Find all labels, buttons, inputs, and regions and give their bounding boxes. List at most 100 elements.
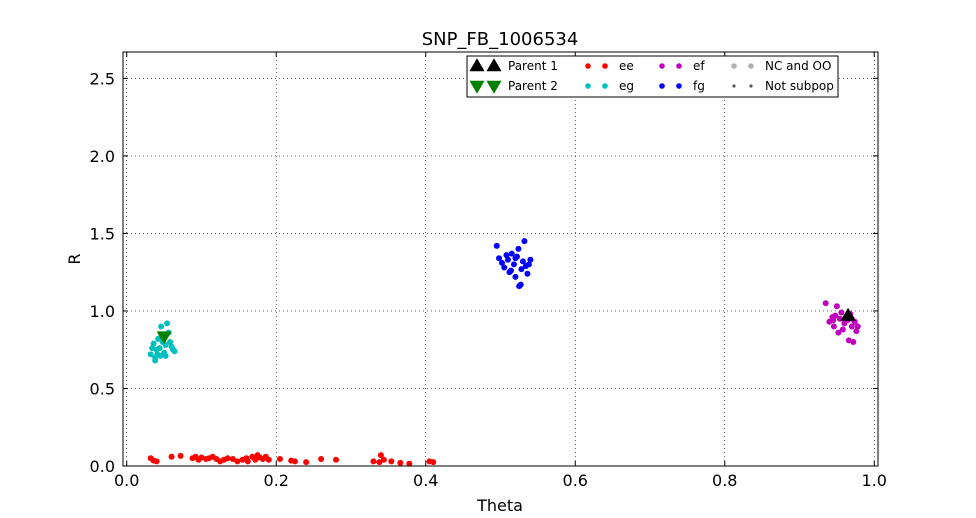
- legend-marker: [676, 63, 682, 69]
- axis-ticks: 0.0 0.2 0.4 0.6 0.8 1.0 0.0 0.5 1.0 1.5 2.0 2.5: [90, 52, 887, 490]
- legend-marker: [469, 58, 485, 72]
- data-point-ef: [838, 309, 845, 316]
- data-point-fg: [515, 245, 522, 252]
- data-point-fg: [512, 273, 519, 280]
- legend-box: [466, 55, 839, 98]
- data-point-ef: [830, 323, 837, 330]
- legend-marker: [748, 63, 754, 69]
- x-tick-label: 0.2: [264, 471, 289, 490]
- legend-label: fg: [693, 79, 705, 93]
- legend-marker: [659, 63, 665, 69]
- data-point-ee: [376, 459, 383, 466]
- data-point-fg: [493, 242, 500, 249]
- data-point-eg: [158, 323, 165, 330]
- legend-label: ee: [619, 59, 634, 73]
- data-points: [147, 238, 861, 467]
- data-point-ee: [177, 452, 184, 459]
- data-point-ee: [252, 456, 259, 463]
- data-point-ee: [380, 456, 387, 463]
- legend-marker: [602, 63, 608, 69]
- data-point-ef: [850, 338, 857, 345]
- data-point-fg: [498, 259, 505, 266]
- legend: Parent 1 ee ef NC and OO Parent 2 eg fg Not sub…: [466, 55, 839, 98]
- legend-label: NC and OO: [765, 59, 831, 73]
- data-point-ee: [291, 458, 298, 465]
- y-tick-label: 1.0: [90, 302, 115, 321]
- data-point-ee: [388, 458, 395, 465]
- data-point-ee: [377, 452, 384, 459]
- x-axis-label: Theta: [476, 496, 523, 515]
- data-point-ee: [318, 456, 325, 463]
- data-point-eg: [162, 352, 169, 359]
- legend-marker: [602, 83, 608, 89]
- y-axis-label: R: [65, 253, 84, 264]
- y-tick-label: 1.5: [90, 224, 115, 243]
- legend-marker: [731, 63, 737, 69]
- y-tick-label: 0.5: [90, 379, 115, 398]
- legend-marker: [585, 83, 591, 89]
- legend-marker: [486, 58, 502, 72]
- data-point-fg: [527, 256, 534, 263]
- data-point-ee: [224, 455, 231, 462]
- legend-marker: [732, 84, 736, 88]
- data-point-fg: [501, 264, 508, 271]
- parent-1-marker: [840, 307, 856, 321]
- data-point-ee: [153, 458, 160, 465]
- data-point-ee: [406, 460, 413, 467]
- legend-marker: [486, 80, 502, 94]
- legend-marker: [676, 83, 682, 89]
- data-point-fg: [521, 238, 528, 245]
- data-point-fg: [517, 281, 524, 288]
- data-point-eg: [152, 357, 159, 364]
- parent-markers: [156, 307, 856, 345]
- data-point-ef: [822, 300, 829, 307]
- data-point-fg: [504, 256, 511, 263]
- data-point-fg: [512, 255, 519, 262]
- data-point-ee: [303, 459, 310, 466]
- legend-label: Not subpop: [765, 79, 834, 93]
- data-point-ef: [839, 326, 846, 333]
- data-point-eg: [167, 338, 174, 345]
- data-point-ef: [853, 328, 860, 335]
- data-point-ee: [168, 453, 175, 460]
- data-point-fg: [507, 267, 514, 274]
- plot-area-frame: [122, 51, 879, 467]
- data-point-ee: [430, 459, 437, 466]
- data-point-ef: [832, 312, 839, 319]
- data-point-eg: [164, 320, 171, 327]
- data-point-ee: [229, 456, 236, 463]
- legend-marker: [749, 84, 753, 88]
- data-point-fg: [518, 266, 525, 273]
- data-point-ef: [835, 329, 842, 336]
- x-tick-label: 1.0: [862, 471, 887, 490]
- data-point-fg: [525, 261, 532, 268]
- x-tick-label: 0.4: [413, 471, 438, 490]
- data-point-fg: [510, 261, 517, 268]
- data-point-ef: [854, 323, 861, 330]
- data-point-fg: [519, 258, 526, 265]
- legend-label: eg: [619, 79, 634, 93]
- data-point-eg: [156, 345, 163, 352]
- legend-label: Parent 2: [508, 79, 558, 93]
- data-point-eg: [147, 351, 154, 358]
- data-point-ef: [833, 303, 840, 310]
- data-point-ee: [244, 458, 251, 465]
- legend-marker: [585, 63, 591, 69]
- data-point-ef: [830, 317, 837, 324]
- data-point-ee: [265, 456, 272, 463]
- data-point-ef: [848, 323, 855, 330]
- x-tick-label: 0.8: [712, 471, 737, 490]
- data-point-fg: [508, 250, 515, 257]
- legend-label: ef: [693, 59, 705, 73]
- y-tick-label: 2.5: [90, 69, 115, 88]
- chart-title: SNP_FB_1006534: [422, 29, 579, 50]
- data-point-fg: [524, 270, 531, 277]
- data-point-fg: [503, 252, 510, 259]
- y-tick-label: 2.0: [90, 147, 115, 166]
- data-point-ee: [397, 459, 404, 466]
- legend-label: Parent 1: [508, 59, 558, 73]
- grid-lines: [123, 52, 878, 467]
- data-point-ee: [234, 458, 241, 465]
- data-point-ee: [370, 458, 377, 465]
